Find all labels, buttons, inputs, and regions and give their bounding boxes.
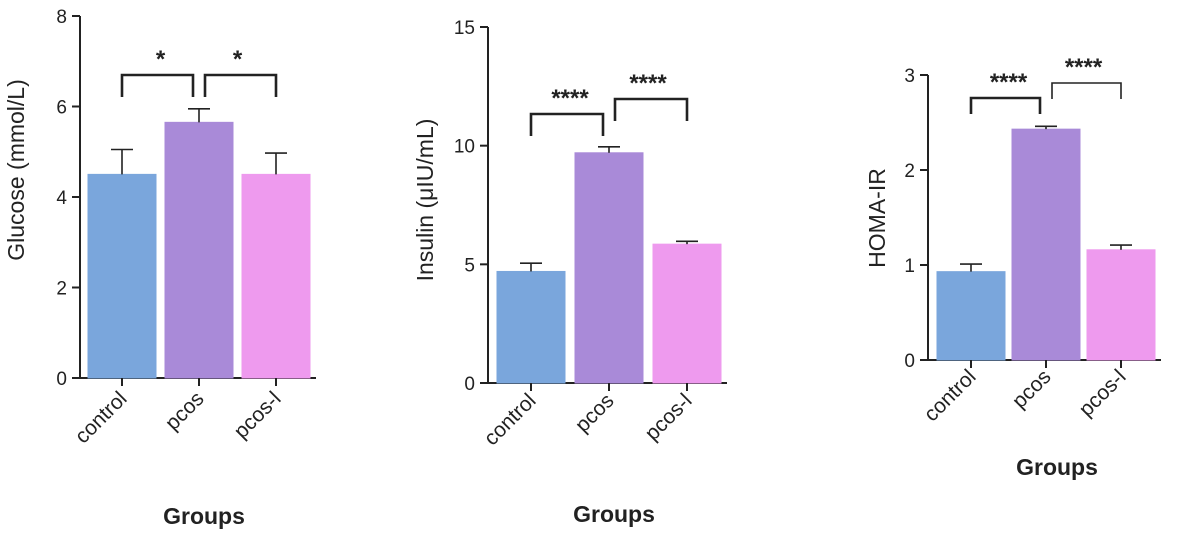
bar-pcos: [1011, 128, 1081, 361]
y-tick-label: 3: [904, 66, 915, 87]
y-tick-label: 8: [56, 7, 67, 28]
bar-pcos-l: [241, 173, 311, 379]
x-axis-label: Groups: [1016, 454, 1098, 480]
significance-label: ****: [629, 70, 667, 97]
significance-bracket: [1051, 82, 1122, 99]
glucose-chart: 0 2 4 6 8 Glucose (mmol/L) Groups control pcos pc…: [3, 7, 316, 529]
y-tick-label: 4: [56, 188, 67, 209]
y-tick-label: 0: [904, 351, 915, 372]
x-tick-label-pcos: pcos: [161, 387, 209, 435]
significance-bracket: [613, 97, 689, 121]
y-tick-label: 5: [464, 255, 475, 276]
y-axis-label: Insulin (μIU/mL): [412, 119, 438, 282]
significance-bracket: [120, 73, 195, 97]
significance-label: ****: [1065, 54, 1103, 81]
y-tick-label: 0: [56, 369, 67, 390]
significance-bracket: [203, 73, 278, 97]
bar-pcos-l: [652, 243, 722, 384]
significance-label: ****: [990, 69, 1028, 96]
significance-label: *: [156, 46, 166, 73]
bar-control: [936, 271, 1006, 361]
bar-pcos: [164, 121, 234, 379]
x-tick-label-pcos-l: pcos-l: [230, 387, 286, 443]
bar-control: [87, 173, 157, 379]
bar-control: [496, 270, 566, 384]
y-tick-label: 6: [56, 98, 67, 119]
x-axis-label: Groups: [163, 503, 245, 529]
y-tick-label: 2: [56, 279, 67, 300]
x-tick-label-pcos-l: pcos-l: [1075, 365, 1131, 421]
bar-pcos: [574, 152, 644, 384]
x-axis-label: Groups: [573, 501, 655, 527]
x-tick-label-control: control: [920, 365, 981, 426]
bar-pcos-l: [1086, 249, 1156, 361]
y-axis-label: HOMA-IR: [864, 168, 890, 268]
x-tick-label-pcos-l: pcos-l: [641, 389, 697, 445]
y-tick-label: 0: [464, 374, 475, 395]
y-tick-label: 10: [454, 137, 475, 158]
homa-ir-chart: 0 1 2 3 HOMA-IR Groups control pcos pcos-l **** **…: [864, 54, 1161, 480]
x-tick-label-control: control: [480, 389, 541, 450]
x-tick-label-control: control: [71, 387, 132, 448]
y-tick-label: 1: [904, 256, 915, 277]
y-tick-label: 15: [454, 18, 475, 39]
significance-label: ****: [551, 85, 589, 112]
x-tick-label-pcos: pcos: [1008, 365, 1056, 413]
x-tick-label-pcos: pcos: [571, 389, 619, 437]
significance-bracket: [529, 112, 605, 136]
y-tick-label: 2: [904, 161, 915, 182]
significance-bracket: [969, 96, 1042, 114]
y-axis-label: Glucose (mmol/L): [3, 79, 29, 260]
insulin-chart: 0 5 10 15 Insulin (μIU/mL) Groups control pcos p…: [412, 18, 727, 527]
significance-label: *: [233, 46, 243, 73]
